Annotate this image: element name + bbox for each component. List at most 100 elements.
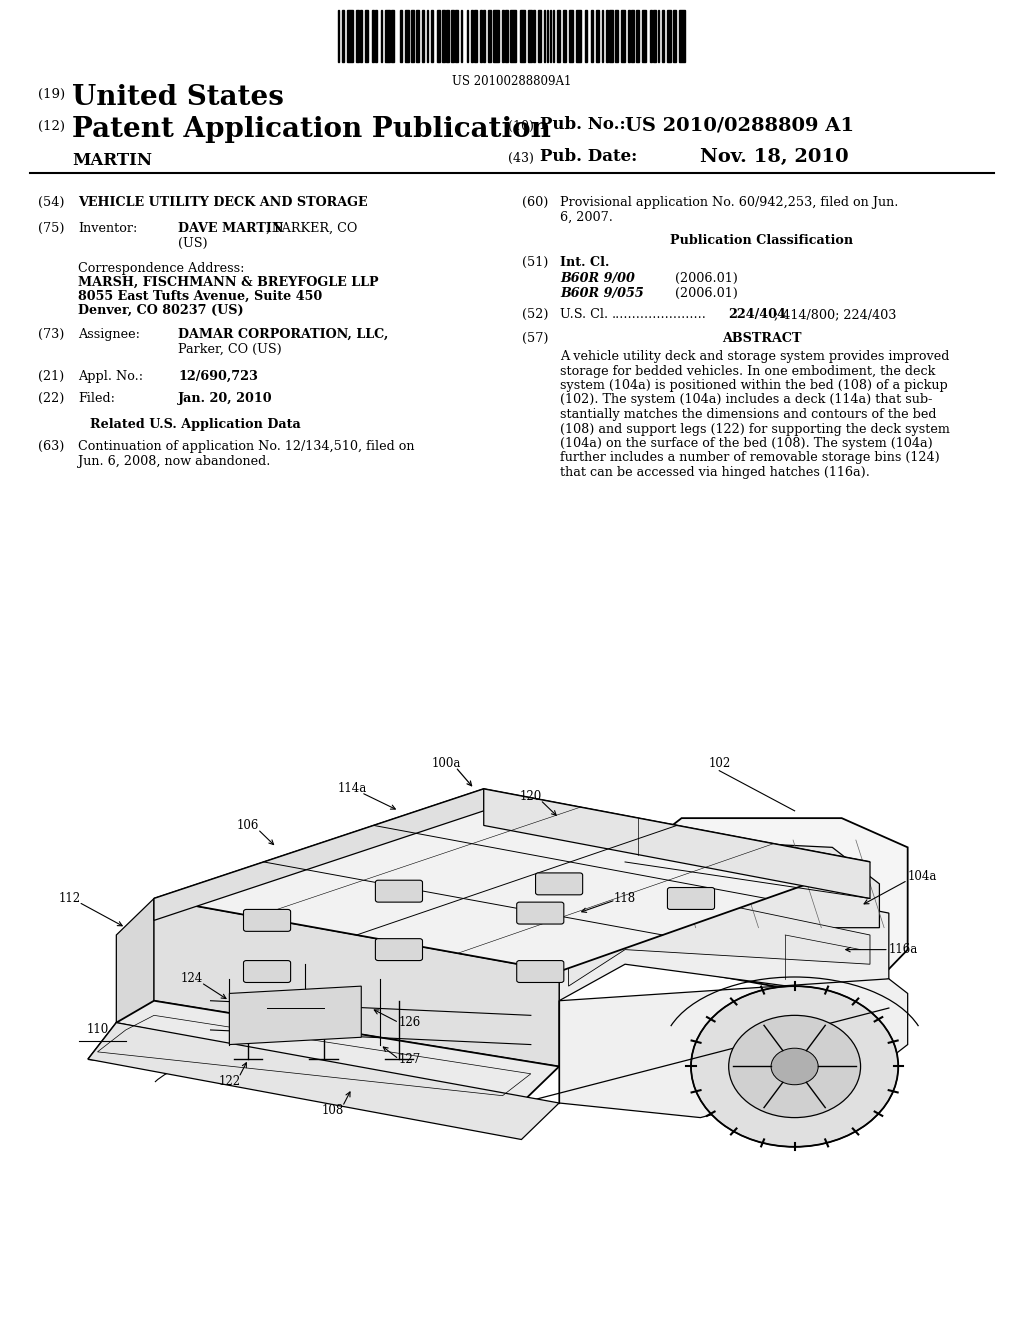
Bar [365, 11, 368, 62]
Bar [375, 11, 377, 62]
Polygon shape [568, 884, 870, 986]
Text: 116a: 116a [889, 942, 919, 956]
Bar [631, 11, 634, 62]
Polygon shape [559, 979, 907, 1118]
Bar [487, 11, 490, 62]
Text: DAMAR CORPORATION, LLC,: DAMAR CORPORATION, LLC, [178, 327, 388, 341]
Bar [601, 11, 603, 62]
Bar [474, 11, 477, 62]
Bar [505, 11, 508, 62]
Text: (2006.01): (2006.01) [675, 286, 738, 300]
Bar [385, 11, 390, 62]
Bar [609, 11, 613, 62]
Text: Pub. No.:: Pub. No.: [540, 116, 626, 133]
Bar [342, 11, 344, 62]
Bar [553, 11, 554, 62]
Bar [606, 11, 607, 62]
Bar [400, 11, 401, 62]
Bar [494, 11, 500, 62]
Text: (75): (75) [38, 222, 65, 235]
Text: system (104a) is positioned within the bed (108) of a pickup: system (104a) is positioned within the b… [560, 379, 948, 392]
Polygon shape [117, 899, 154, 1030]
Bar [427, 11, 428, 62]
Text: 124: 124 [180, 973, 203, 985]
Text: 6, 2007.: 6, 2007. [560, 211, 613, 224]
Text: 100a: 100a [431, 756, 461, 770]
Bar [544, 11, 546, 62]
Text: (104a) on the surface of the bed (108). The system (104a): (104a) on the surface of the bed (108). … [560, 437, 933, 450]
Text: (52): (52) [522, 308, 549, 321]
Bar [510, 11, 516, 62]
Polygon shape [644, 840, 880, 928]
Text: 112: 112 [58, 892, 80, 906]
Text: MARSH, FISCHMANN & BREYFOGLE LLP: MARSH, FISCHMANN & BREYFOGLE LLP [78, 276, 379, 289]
Text: 126: 126 [399, 1016, 421, 1030]
Text: (43): (43) [508, 152, 534, 165]
Text: A vehicle utility deck and storage system provides improved: A vehicle utility deck and storage syste… [560, 350, 949, 363]
Bar [455, 11, 458, 62]
Text: Filed:: Filed: [78, 392, 115, 405]
Text: (US): (US) [178, 238, 208, 249]
Text: 110: 110 [86, 1023, 109, 1036]
Polygon shape [88, 1023, 559, 1139]
Bar [503, 11, 504, 62]
Text: 104a: 104a [907, 870, 937, 883]
Text: 12/690,723: 12/690,723 [178, 370, 258, 383]
Text: Nov. 18, 2010: Nov. 18, 2010 [700, 148, 849, 166]
Text: .......................: ....................... [612, 308, 707, 321]
Text: (10): (10) [508, 120, 534, 133]
Text: Jun. 6, 2008, now abandoned.: Jun. 6, 2008, now abandoned. [78, 455, 270, 469]
Text: further includes a number of removable storage bins (124): further includes a number of removable s… [560, 451, 940, 465]
Bar [467, 11, 468, 62]
Text: (12): (12) [38, 120, 65, 133]
Text: that can be accessed via hinged hatches (116a).: that can be accessed via hinged hatches … [560, 466, 869, 479]
Bar [563, 11, 566, 62]
Text: VEHICLE UTILITY DECK AND STORAGE: VEHICLE UTILITY DECK AND STORAGE [78, 195, 368, 209]
Text: (54): (54) [38, 195, 65, 209]
Text: United States: United States [72, 84, 284, 111]
Text: (19): (19) [38, 88, 66, 102]
Text: Continuation of application No. 12/134,510, filed on: Continuation of application No. 12/134,5… [78, 440, 415, 453]
Text: B60R 9/055: B60R 9/055 [560, 286, 644, 300]
Bar [431, 11, 433, 62]
Polygon shape [154, 789, 483, 920]
Polygon shape [229, 986, 361, 1044]
Bar [653, 11, 656, 62]
Bar [650, 11, 652, 62]
Polygon shape [154, 789, 870, 972]
Text: 106: 106 [237, 818, 259, 832]
Text: ; 414/800; 224/403: ; 414/800; 224/403 [774, 308, 896, 321]
Text: (21): (21) [38, 370, 65, 383]
Text: Pub. Date:: Pub. Date: [540, 148, 637, 165]
Text: Patent Application Publication: Patent Application Publication [72, 116, 551, 143]
Text: Publication Classification: Publication Classification [671, 234, 854, 247]
Text: DAVE MARTIN: DAVE MARTIN [178, 222, 284, 235]
Text: (57): (57) [522, 333, 549, 345]
Bar [636, 11, 639, 62]
Text: 102: 102 [709, 756, 730, 770]
Bar [480, 11, 481, 62]
Text: (73): (73) [38, 327, 65, 341]
Bar [663, 11, 664, 62]
Text: 8055 East Tufts Avenue, Suite 450: 8055 East Tufts Avenue, Suite 450 [78, 290, 323, 304]
Text: Parker, CO (US): Parker, CO (US) [178, 343, 282, 356]
Bar [586, 11, 587, 62]
Bar [534, 11, 535, 62]
Bar [423, 11, 424, 62]
Bar [520, 11, 524, 62]
Text: (63): (63) [38, 440, 65, 453]
Text: U.S. Cl.: U.S. Cl. [560, 308, 608, 321]
Text: Denver, CO 80237 (US): Denver, CO 80237 (US) [78, 304, 244, 317]
Bar [471, 11, 473, 62]
Text: (60): (60) [522, 195, 549, 209]
Text: Inventor:: Inventor: [78, 222, 137, 235]
Text: Related U.S. Application Data: Related U.S. Application Data [90, 418, 300, 432]
Text: (102). The system (104a) includes a deck (114a) that sub-: (102). The system (104a) includes a deck… [560, 393, 933, 407]
Bar [667, 11, 671, 62]
Bar [446, 11, 450, 62]
Text: Appl. No.:: Appl. No.: [78, 370, 143, 383]
Text: Assignee:: Assignee: [78, 327, 140, 341]
Text: US 2010/0288809 A1: US 2010/0288809 A1 [625, 116, 854, 135]
Polygon shape [88, 1001, 559, 1104]
Bar [360, 11, 361, 62]
